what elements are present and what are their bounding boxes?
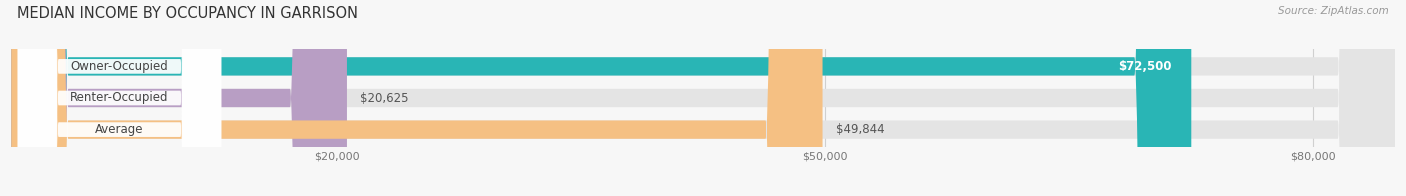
FancyBboxPatch shape: [18, 0, 221, 196]
Text: Owner-Occupied: Owner-Occupied: [70, 60, 169, 73]
FancyBboxPatch shape: [11, 0, 1395, 196]
Text: Renter-Occupied: Renter-Occupied: [70, 92, 169, 104]
FancyBboxPatch shape: [18, 0, 221, 196]
FancyBboxPatch shape: [11, 0, 1191, 196]
Text: Average: Average: [96, 123, 143, 136]
FancyBboxPatch shape: [18, 0, 221, 196]
Text: $72,500: $72,500: [1118, 60, 1171, 73]
FancyBboxPatch shape: [11, 0, 347, 196]
Text: $49,844: $49,844: [835, 123, 884, 136]
Text: $20,625: $20,625: [360, 92, 409, 104]
FancyBboxPatch shape: [11, 0, 1395, 196]
FancyBboxPatch shape: [11, 0, 823, 196]
FancyBboxPatch shape: [11, 0, 1395, 196]
Text: MEDIAN INCOME BY OCCUPANCY IN GARRISON: MEDIAN INCOME BY OCCUPANCY IN GARRISON: [17, 6, 359, 21]
Text: Source: ZipAtlas.com: Source: ZipAtlas.com: [1278, 6, 1389, 16]
